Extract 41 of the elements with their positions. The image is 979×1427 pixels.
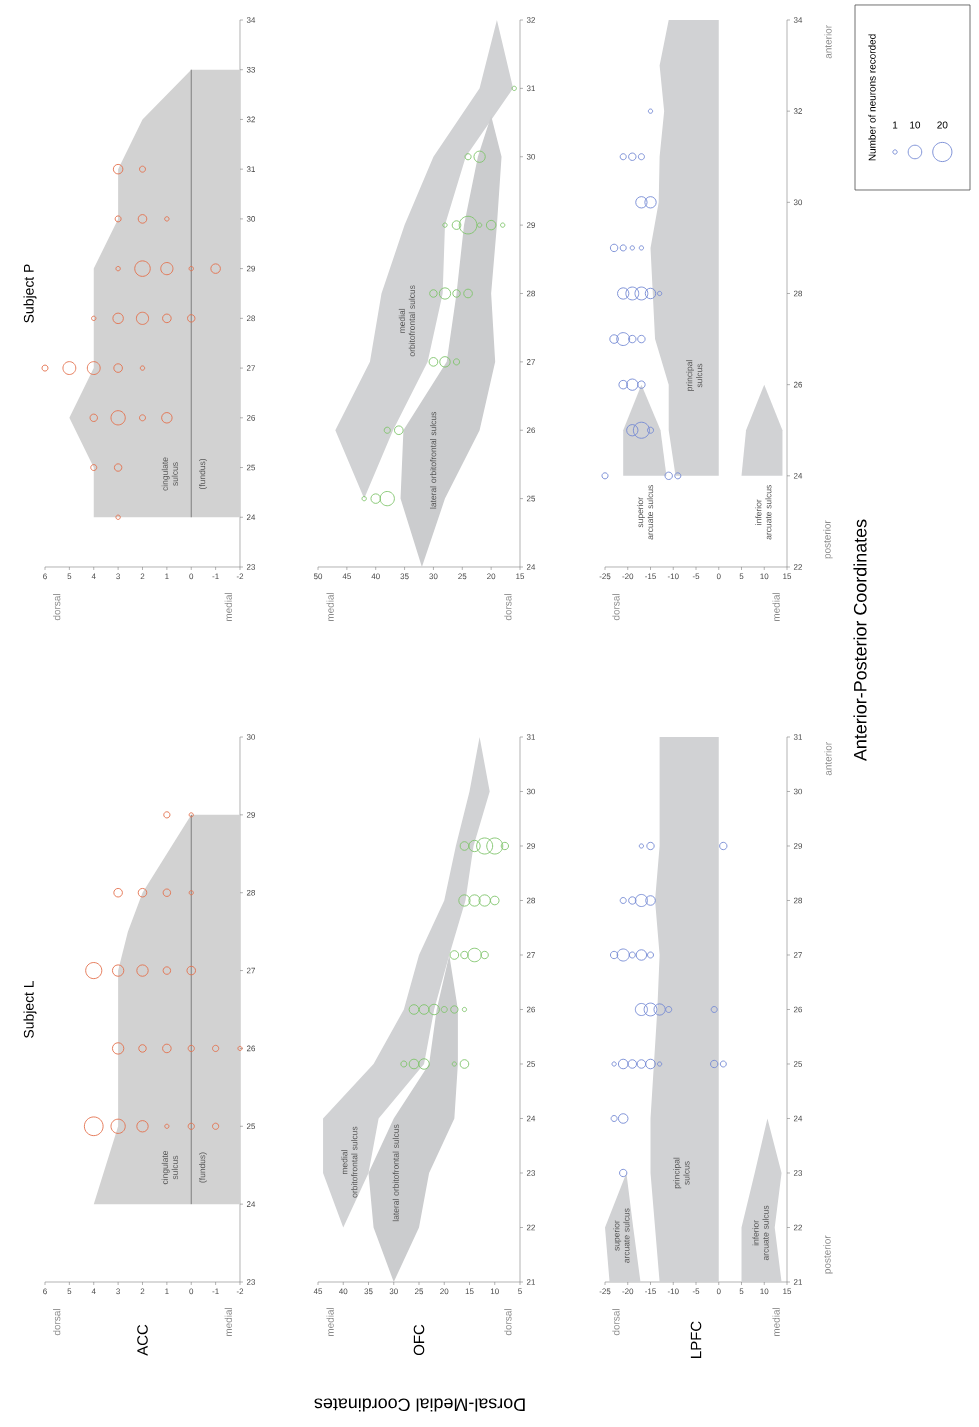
legend-label: 1 — [893, 121, 898, 129]
text: posterior — [823, 1235, 833, 1274]
text: dorsal — [612, 594, 620, 621]
text: anterior — [824, 742, 832, 776]
text: Anterior-Posterior Coordinates — [853, 519, 867, 762]
text: dorsal — [504, 594, 512, 621]
y-axis-title: ACC — [137, 1324, 148, 1356]
text: medial — [224, 592, 232, 622]
text: medial — [224, 1308, 232, 1337]
annotation: inferior arcuate sulcus — [755, 485, 772, 540]
text: posterior — [823, 520, 833, 559]
text: medial — [772, 592, 780, 622]
text: dorsal — [53, 1309, 61, 1336]
text: dorsal — [53, 594, 61, 621]
text: dorsal — [504, 1309, 512, 1336]
text: Dorsal-Medial Coordinates — [314, 1398, 525, 1412]
text: medial — [326, 592, 334, 622]
annotation: superior arcuate sulcus — [636, 485, 654, 540]
y-axis-title: LPFC — [690, 1321, 702, 1358]
legend-label: 20 — [937, 121, 948, 129]
y-axis-title: OFC — [413, 1324, 425, 1356]
legend-label: 10 — [910, 121, 921, 129]
text: medial — [326, 1308, 334, 1337]
text: Subject L — [23, 980, 37, 1038]
annotation: medial orbitofrontal sulcus — [398, 285, 415, 357]
text: dorsal — [612, 1309, 620, 1336]
annotation: inferior arcuate sulcus — [752, 1205, 769, 1261]
annotation: lateral orbitofrontal sulcus — [430, 411, 437, 509]
annotation: cingulate sulcus — [161, 1150, 178, 1185]
annotation: (fundus) — [199, 1152, 207, 1183]
annotation: superior arcuate sulcus — [613, 1208, 630, 1263]
text: Subject P — [23, 264, 37, 323]
annotation: (fundus) — [199, 458, 207, 489]
annotation: principal sulcus — [686, 360, 703, 391]
legend-title: Number of neurons recorded — [868, 34, 876, 161]
text: medial — [772, 1308, 780, 1337]
annotation: cingulate sulcus — [161, 457, 178, 491]
text: anterior — [824, 25, 832, 59]
annotation: principal sulcus — [673, 1157, 690, 1189]
annotation: lateral orbitofrontal sulcus — [392, 1124, 399, 1222]
annotation: medial orbitofrontal sulcus — [341, 1126, 358, 1198]
